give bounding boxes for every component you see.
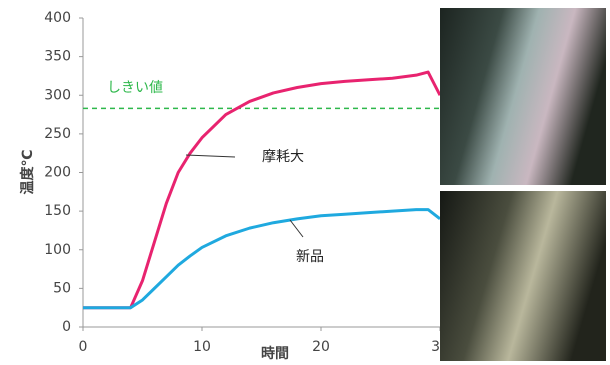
chart: 0501001502002503003504000102030時間温度℃しきい値… — [0, 0, 610, 365]
y-tick-label: 0 — [62, 319, 71, 335]
y-tick-label: 50 — [53, 280, 71, 296]
y-tick-label: 200 — [44, 165, 71, 181]
x-tick-label: 10 — [193, 339, 211, 355]
leader — [186, 155, 235, 157]
y-tick-label: 350 — [44, 49, 71, 65]
leader — [290, 220, 303, 237]
y-tick-label: 250 — [44, 126, 71, 142]
y-tick-label: 400 — [44, 10, 71, 26]
y-tick-label: 300 — [44, 87, 71, 103]
y-axis-label: 温度℃ — [19, 149, 36, 194]
series-label: 摩耗大 — [262, 148, 304, 165]
threshold-label: しきい値 — [107, 80, 163, 96]
x-axis-label: 時間 — [261, 345, 289, 362]
y-tick-label: 100 — [44, 242, 71, 258]
line-series — [83, 72, 440, 308]
series-label: 新品 — [296, 249, 324, 265]
photo — [440, 191, 606, 361]
y-tick-label: 150 — [44, 203, 71, 219]
photo — [440, 8, 606, 185]
x-tick-label: 0 — [79, 339, 88, 355]
x-tick-label: 20 — [312, 339, 330, 355]
